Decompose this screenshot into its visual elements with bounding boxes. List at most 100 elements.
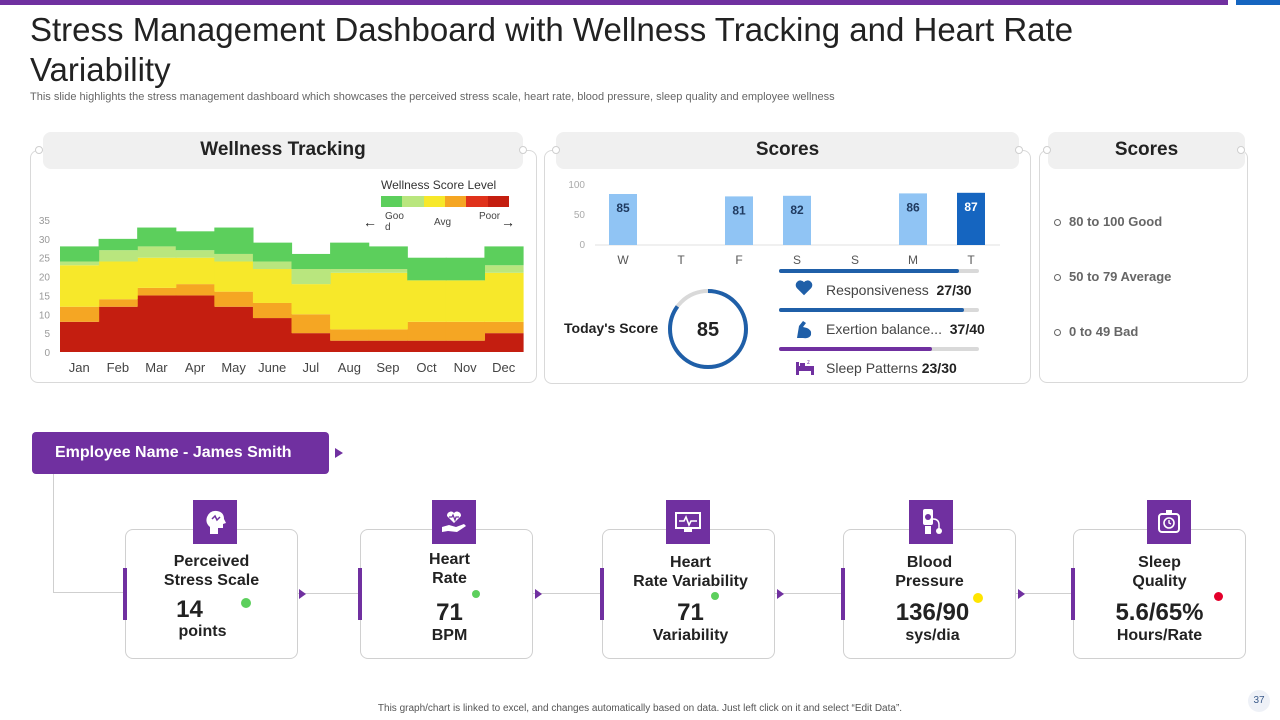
heart-monitor-icon [666, 500, 710, 544]
connector-arrow-icon [299, 589, 306, 599]
stress-scale-unit: points [178, 623, 227, 640]
card-accent-bar [600, 568, 604, 620]
panel-corner-dot [519, 146, 527, 154]
y-tick-label: 30 [39, 235, 51, 246]
x-tick-label: Mar [145, 360, 168, 375]
area-segment-avg-light [175, 250, 215, 258]
legend-poor-label: Poor [479, 211, 501, 222]
heart-rate-card: Heart Rate 71 BPM [358, 529, 533, 659]
card-title: Heart Rate Variability [633, 554, 748, 590]
bullet-icon [1054, 274, 1061, 282]
area-segment-avg [175, 257, 215, 285]
y-tick-label: 100 [568, 180, 585, 191]
x-tick-label: M [908, 253, 918, 267]
area-segment-good [445, 257, 486, 281]
exertion-progress-fill [779, 308, 964, 312]
area-segment-poor-dark [214, 306, 254, 352]
area-segment-poor-dark [368, 340, 408, 352]
legend-swatch [423, 196, 445, 207]
heart-hand-icon [432, 500, 476, 544]
top-accent-bar [0, 0, 1228, 5]
area-segment-poor [484, 321, 524, 334]
score-ring-fill [668, 289, 748, 369]
svg-text:z: z [807, 360, 810, 366]
blood-pressure-unit: sys/dia [905, 627, 960, 644]
score-range-bad: 0 to 49 Bad [1054, 324, 1138, 339]
exertion-value: 37/40 [949, 321, 985, 337]
exertion-progress [779, 308, 979, 312]
sleep-quality-value: 5.6/65% [1115, 599, 1204, 626]
score-bar-label: 81 [732, 203, 746, 217]
x-tick-label: May [221, 360, 246, 375]
top-accent-bar-blue [1236, 0, 1280, 5]
y-tick-label: 25 [39, 254, 51, 265]
card-title: Heart Rate [429, 551, 470, 587]
panel-corner-dot [1043, 146, 1051, 154]
responsiveness-label: Responsiveness [826, 282, 929, 298]
tree-connector [1016, 593, 1073, 594]
connector-arrow-icon [777, 589, 784, 599]
wellness-legend-scale [381, 196, 509, 207]
y-tick-label: 5 [44, 329, 50, 340]
exertion-row: Exertion balance... 37/40 [826, 321, 985, 337]
hrv-unit: Variability [652, 627, 729, 644]
x-tick-label: W [617, 253, 629, 267]
area-segment-poor [175, 284, 215, 296]
area-segment-avg-light [252, 261, 293, 270]
status-dot-good [241, 598, 251, 608]
hrv-value: 71 [677, 599, 704, 626]
legend-left-arrow-icon: ← [363, 214, 377, 230]
status-dot-bad [1214, 592, 1223, 601]
card-accent-bar [123, 568, 127, 620]
x-tick-label: Apr [185, 360, 206, 375]
card-title: Sleep Quality [1132, 554, 1187, 590]
score-bar [725, 196, 753, 245]
panel-corner-dot [552, 146, 560, 154]
score-bar [957, 192, 985, 245]
score-bar [783, 195, 811, 245]
area-segment-avg [98, 261, 138, 300]
sleep-patterns-row: Sleep Patterns 23/30 [826, 360, 957, 376]
area-segment-poor [98, 299, 138, 307]
x-tick-label: T [967, 253, 975, 267]
connector-arrow-icon [1018, 589, 1025, 599]
x-tick-label: T [677, 253, 685, 267]
legend-good-label: Good [385, 211, 404, 233]
area-segment-poor-dark [407, 340, 447, 352]
sleep-patterns-value: 23/30 [921, 360, 957, 376]
area-segment-avg [291, 284, 331, 315]
footnote: This graph/chart is linked to excel, and… [377, 703, 903, 714]
todays-score-ring: 85 [668, 289, 748, 369]
score-bar [609, 194, 637, 245]
area-segment-avg [407, 280, 447, 322]
area-segment-poor-dark [445, 340, 486, 352]
sleep-quality-unit: Hours/Rate [1116, 627, 1203, 644]
status-dot-good [472, 590, 480, 598]
card-title: Blood Pressure [895, 554, 964, 590]
slide-subtitle: This slide highlights the stress managem… [30, 91, 835, 103]
area-segment-good [484, 246, 524, 266]
legend-swatch [487, 196, 509, 207]
area-segment-avg-light [137, 246, 177, 258]
score-range-average-label: 50 to 79 Average [1069, 269, 1172, 284]
bed-icon: z [795, 358, 815, 381]
area-segment-poor [137, 287, 177, 296]
score-bar-label: 86 [906, 200, 920, 214]
score-bar-label: 85 [616, 201, 630, 215]
x-tick-label: F [735, 253, 742, 267]
score-range-good-label: 80 to 100 Good [1069, 214, 1163, 229]
sleep-patterns-label: Sleep Patterns [826, 360, 918, 376]
area-segment-poor [407, 321, 447, 341]
blood-pressure-value: 136/90 [895, 599, 970, 626]
area-segment-poor-dark [175, 295, 215, 352]
x-tick-label: Sep [376, 360, 399, 375]
area-segment-good [214, 227, 254, 254]
slide-title: Stress Management Dashboard with Wellnes… [30, 11, 1074, 88]
heart-icon [795, 280, 813, 301]
flexed-arm-icon [794, 318, 814, 345]
y-tick-label: 50 [574, 210, 586, 221]
employee-arrow-icon [335, 448, 343, 458]
scores-panel [544, 150, 1031, 384]
card-accent-bar [841, 568, 845, 620]
area-segment-poor [214, 291, 254, 307]
